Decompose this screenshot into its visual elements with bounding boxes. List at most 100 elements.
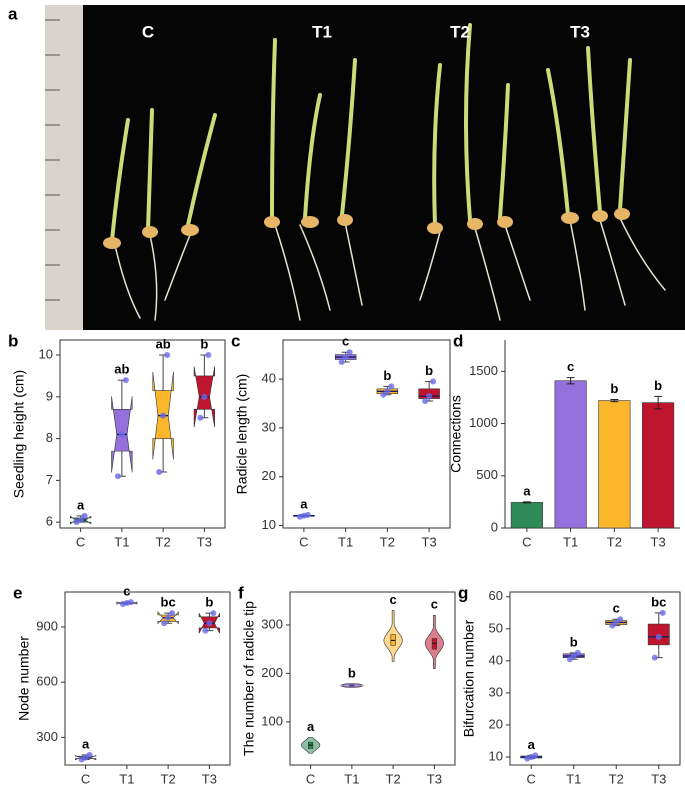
x-tick-label: T3 [422, 534, 437, 549]
x-tick-label: C [76, 534, 85, 549]
y-tick-label: 40 [489, 652, 503, 667]
significance-label: a [300, 496, 308, 511]
significance-label: b [570, 634, 578, 649]
y-tick-label: 900 [36, 618, 58, 633]
x-tick-label: T3 [197, 534, 212, 549]
x-tick-label: T2 [609, 771, 624, 786]
panel-label: d [453, 331, 463, 350]
error-bar [654, 395, 663, 410]
data-point [655, 633, 662, 640]
y-axis-title: Seedling height (cm) [11, 370, 27, 498]
significance-label: c [567, 359, 574, 374]
y-tick-label: 60 [489, 588, 503, 603]
photo-label: T2 [450, 22, 470, 41]
data-point [566, 656, 573, 663]
significance-label: bc [651, 594, 666, 609]
plot-frame [509, 591, 681, 766]
significance-label: b [654, 378, 662, 393]
violin-cap [340, 683, 364, 688]
data-point [86, 751, 93, 758]
x-tick-label: C [522, 534, 531, 549]
y-tick-label: 300 [261, 616, 283, 631]
x-tick-label: T2 [386, 771, 401, 786]
panel-label: a [8, 4, 18, 23]
data-point [164, 352, 171, 359]
data-point [160, 412, 167, 419]
data-point [613, 619, 620, 626]
y-tick-label: 1500 [469, 363, 498, 378]
data-point [81, 512, 88, 519]
data-point [346, 349, 353, 356]
y-tick-label: 10 [489, 748, 503, 763]
data-point [165, 614, 172, 621]
significance-label: b [425, 363, 433, 378]
plot-frame [289, 591, 456, 766]
y-tick-label: 600 [36, 674, 58, 689]
bar [642, 402, 675, 529]
y-tick-label: 1000 [469, 415, 498, 430]
data-point [122, 377, 129, 384]
photo-label: C [142, 22, 154, 41]
y-tick-label: 8 [46, 430, 53, 445]
bar [554, 380, 587, 529]
panel-label: g [458, 583, 468, 602]
data-point [617, 616, 624, 623]
data-point [114, 473, 121, 480]
seedlings [103, 23, 666, 321]
x-tick-label: T2 [156, 534, 171, 549]
y-tick-label: 100 [261, 713, 283, 728]
data-point [127, 599, 134, 606]
y-tick-label: 10 [39, 346, 53, 361]
bar [510, 502, 543, 529]
bar [598, 400, 631, 529]
panel-label: f [238, 583, 244, 602]
significance-label: a [307, 719, 315, 734]
x-tick-label: T3 [202, 771, 217, 786]
y-tick-label: 50 [489, 620, 503, 635]
y-tick-label: 6 [46, 514, 53, 529]
data-point [304, 511, 311, 518]
y-tick-label: 500 [476, 467, 498, 482]
y-tick-label: 10 [262, 517, 276, 532]
data-point [342, 354, 349, 361]
data-point [338, 358, 345, 365]
significance-label: a [528, 737, 536, 752]
plot-frame [64, 591, 231, 766]
y-axis-title: Radicle length (cm) [234, 374, 250, 495]
plot-frame [282, 339, 451, 529]
data-point [422, 398, 429, 405]
significance-label: b [205, 595, 213, 610]
error-bar [522, 501, 531, 504]
panel-label: b [8, 331, 18, 350]
x-tick-label: T3 [651, 771, 666, 786]
x-tick-label: C [299, 534, 308, 549]
y-axis-title: Node number [16, 636, 32, 721]
error-bar [566, 377, 575, 385]
data-point [201, 393, 208, 400]
data-point [206, 620, 213, 627]
y-tick-label: 20 [262, 468, 276, 483]
x-tick-label: T1 [338, 534, 353, 549]
data-point [430, 378, 437, 385]
data-point [651, 654, 658, 661]
data-point [609, 622, 616, 629]
data-point [77, 517, 84, 524]
y-axis-title: The number of radicle tip [241, 601, 257, 756]
data-point [197, 414, 204, 421]
photo-panel: a C T1 T2 T3 [8, 4, 685, 330]
y-tick-label: 30 [262, 419, 276, 434]
data-point [659, 609, 666, 616]
significance-label: c [342, 334, 349, 349]
y-axis-title: Bifurcation number [461, 619, 477, 737]
data-point [388, 383, 395, 390]
plot-frame [59, 339, 226, 529]
x-tick-label: T2 [380, 534, 395, 549]
x-tick-label: T1 [563, 534, 578, 549]
data-point [118, 431, 125, 438]
significance-label: c [431, 597, 438, 612]
y-tick-label: 300 [36, 729, 58, 744]
panel-label: e [13, 583, 22, 602]
y-tick-label: 200 [261, 665, 283, 680]
data-point [169, 610, 176, 617]
